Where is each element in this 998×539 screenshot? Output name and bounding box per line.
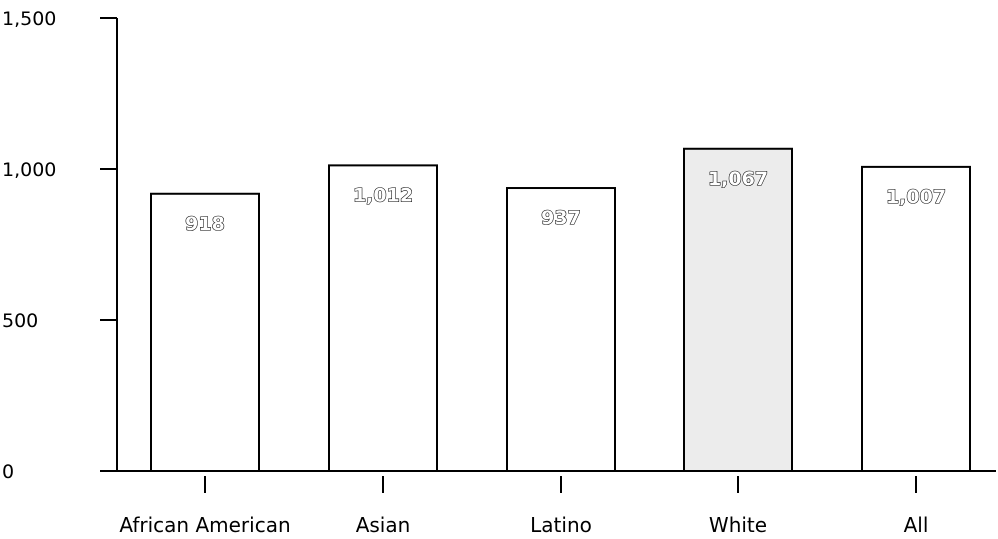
bar-african-american [150, 192, 260, 472]
y-tick-label: 500 [2, 310, 38, 332]
data-label: 937 [541, 207, 581, 229]
bar-asian [328, 164, 438, 472]
x-tick-label: All [904, 513, 929, 537]
x-tick-label: Latino [530, 513, 592, 537]
data-label: 1,007 [886, 186, 946, 208]
bar-all [861, 165, 971, 473]
bar-latino [506, 187, 616, 472]
x-tick-label: African American [119, 513, 290, 537]
data-label: 1,067 [708, 168, 768, 190]
y-tick-label: 0 [2, 461, 14, 483]
data-label: 1,012 [353, 184, 413, 206]
x-tick-label: White [709, 513, 767, 537]
bar-white [683, 147, 793, 473]
plot-area: 0 500 1,000 1,500 African American Asian Latin… [2, 8, 996, 537]
y-tick-label: 1,000 [2, 159, 56, 181]
x-tick-label: Asian [356, 513, 411, 537]
y-tick-label: 1,500 [2, 8, 56, 30]
data-label: 918 [185, 213, 225, 235]
